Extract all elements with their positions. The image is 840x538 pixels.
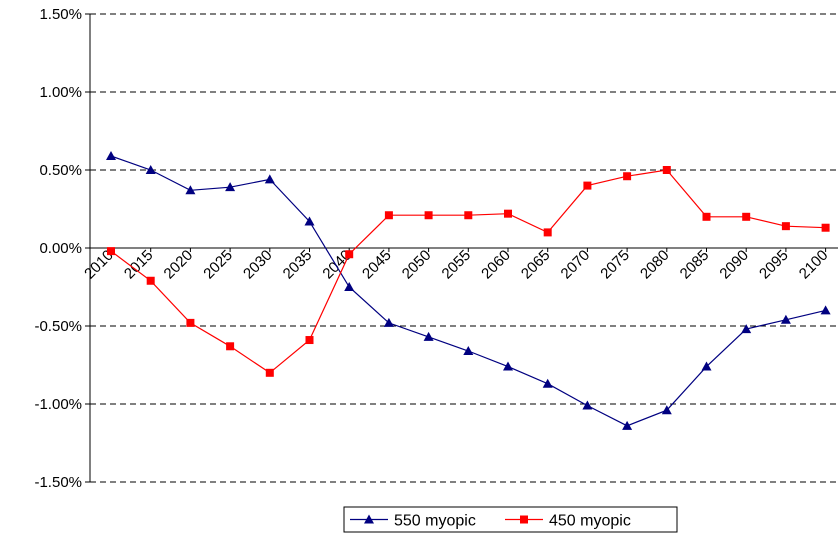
- legend-label: 550 myopic: [394, 513, 476, 530]
- x-tick-label: 2070: [558, 247, 594, 283]
- data-point: [226, 342, 235, 351]
- x-tick-label: 2075: [597, 247, 633, 283]
- y-tick-label: -0.50%: [34, 318, 82, 335]
- x-tick-label: 2080: [637, 247, 673, 283]
- y-tick-label: -1.50%: [34, 474, 82, 491]
- data-point: [463, 345, 474, 355]
- data-point: [305, 336, 314, 345]
- x-tick-label: 2085: [677, 247, 713, 283]
- x-tick-label: 2050: [399, 247, 435, 283]
- y-tick-label: 0.50%: [39, 162, 82, 179]
- x-tick-label: 2100: [796, 247, 832, 283]
- x-tick-label: 2030: [240, 247, 276, 283]
- data-point: [464, 211, 473, 220]
- x-tick-label: 2020: [161, 247, 197, 283]
- x-tick-label: 2055: [439, 247, 475, 283]
- data-point: [345, 250, 354, 259]
- data-point: [186, 318, 195, 327]
- x-tick-label: 2060: [478, 247, 514, 283]
- legend-marker: [520, 515, 528, 524]
- data-point: [264, 174, 275, 184]
- data-point: [623, 172, 632, 181]
- legend-label: 450 myopic: [549, 513, 631, 530]
- data-point: [384, 211, 393, 220]
- data-point: [742, 212, 751, 221]
- data-point: [543, 228, 552, 237]
- y-tick-label: 1.50%: [39, 6, 82, 23]
- legend-marker: [364, 514, 374, 524]
- data-point: [185, 185, 196, 195]
- data-point: [503, 361, 513, 371]
- data-point: [106, 150, 116, 160]
- data-point: [225, 182, 236, 192]
- data-point: [304, 216, 315, 226]
- y-tick-label: 1.00%: [39, 84, 82, 101]
- data-point: [504, 209, 512, 218]
- data-point: [383, 317, 394, 327]
- data-point: [146, 276, 155, 285]
- data-point: [780, 314, 791, 324]
- data-point: [781, 222, 790, 231]
- data-point: [107, 247, 115, 256]
- data-point: [583, 181, 592, 190]
- data-point: [423, 331, 434, 341]
- data-point: [820, 305, 831, 315]
- data-point: [741, 324, 752, 334]
- x-tick-label: 2065: [518, 247, 554, 283]
- x-tick-label: 2025: [200, 247, 236, 283]
- data-point: [661, 405, 672, 415]
- data-point: [702, 212, 711, 221]
- x-tick-label: 2095: [756, 247, 792, 283]
- data-point: [424, 211, 433, 220]
- data-point: [662, 166, 671, 174]
- y-tick-label: -1.00%: [34, 396, 82, 413]
- x-tick-label: 2035: [280, 247, 316, 283]
- data-point: [821, 223, 830, 232]
- x-tick-label: 2090: [716, 247, 752, 283]
- data-point: [582, 400, 593, 410]
- data-point: [265, 368, 274, 377]
- x-tick-label: 2045: [359, 247, 395, 283]
- series-line-1: [110, 155, 826, 427]
- data-point: [344, 282, 355, 291]
- data-point: [622, 420, 633, 430]
- data-point: [542, 378, 553, 388]
- data-point: [145, 165, 156, 174]
- data-point: [701, 361, 712, 371]
- y-tick-label: 0.00%: [39, 240, 82, 257]
